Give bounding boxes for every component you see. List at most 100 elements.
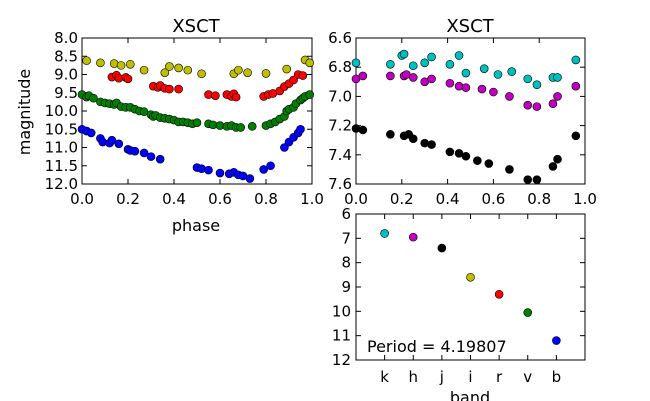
data-point [386,71,395,81]
data-point [461,68,471,78]
data-point [215,168,225,178]
data-point [445,59,455,69]
x-tick-label: v [523,368,532,386]
y-tick-label: 8.5 [54,47,78,65]
data-point [479,64,489,73]
data-point [408,73,418,82]
x-tick-label: 0.2 [390,190,414,208]
data-point [139,65,149,75]
data-point [358,125,368,135]
x-tick-label: 0.0 [70,190,94,208]
x-tick-label: 0.8 [527,190,551,208]
data-point [461,151,471,161]
data-point [139,148,149,158]
x-tick-label: k [380,368,389,386]
y-tick-label: 9 [341,278,351,296]
x-tick-label: 0.2 [116,190,140,208]
data-point [130,146,140,156]
y-tick-label: 7.2 [328,117,352,135]
data-point [454,51,464,60]
x-tick-label: 0.8 [254,190,278,208]
data-point [234,65,243,75]
panel-light-curve-infrared: XSCT 6.6 6.8 7.0 7.2 7.4 7.6 0.0 0.2 0.4 0.6 0.8 1… [328,16,597,208]
x-tick-label: 0.6 [208,190,232,208]
band-point [408,232,418,242]
data-point [247,122,257,131]
data-point [146,152,156,161]
y-tick-label: 9.5 [54,84,78,102]
data-point [116,61,126,70]
data-point [236,123,245,132]
y-tick-label: 9.0 [54,66,78,84]
data-point [211,91,220,100]
data-point [197,69,206,79]
data-point [165,62,174,71]
data-point [197,164,206,173]
y-tick-label: 11.0 [45,139,78,157]
x-tick-label: j [439,368,444,386]
y-tick-label: 8.0 [54,29,78,47]
data-point [523,175,533,184]
panel2-frame [355,37,586,185]
panel-light-curve-optical: XSCT 8.08.59.09.510.010.511.011.512.0 0.… [15,16,324,235]
data-point [532,80,542,90]
data-point [445,78,455,88]
data-point [107,135,117,145]
data-point [427,52,436,62]
data-point [231,92,241,102]
y-tick-label: 10 [332,302,351,320]
data-point [183,65,193,75]
data-point [89,93,98,103]
data-point [571,131,581,141]
x-tick-label: r [496,368,503,386]
data-point [261,69,271,78]
y-tick-label: 7.6 [328,175,352,193]
x-tick-label: 0.4 [436,190,460,208]
data-point [280,143,289,152]
data-point [399,49,409,59]
band-point [552,336,561,345]
data-point [86,128,96,138]
x-tick-label: b [552,368,562,386]
panel2-title: XSCT [446,16,494,37]
data-point [386,130,395,139]
y-tick-label: 12.0 [45,175,78,193]
band-point [523,308,533,317]
data-point [123,74,133,84]
data-point [493,70,503,79]
data-point [245,174,255,183]
data-point [461,83,471,92]
data-point [532,175,542,184]
data-point [174,63,183,73]
data-point [160,68,170,77]
y-tick-label: 8 [341,254,351,272]
data-point [427,140,436,149]
x-tick-label: 0.4 [162,190,186,208]
data-point [523,100,533,110]
band-point [437,243,447,253]
data-point [296,124,305,134]
y-tick-label: 6 [341,205,351,223]
data-point [408,61,418,71]
panel1-ylabel: magnitude [15,69,34,156]
y-tick-label: 12 [332,351,351,369]
y-tick-label: 7 [341,229,351,247]
data-point [204,165,213,175]
x-tick-label: i [468,368,472,386]
data-point [427,74,436,84]
data-point [523,74,533,84]
x-tick-label: 0.6 [481,190,505,208]
data-point [489,87,498,97]
x-tick-label: h [408,368,418,386]
data-point [243,68,252,77]
data-point [165,84,174,94]
data-point [505,92,514,101]
data-point [259,165,269,174]
data-point [192,118,202,127]
period-annotation: Period = 4.19807 [367,337,507,356]
y-tick-label: 10.0 [45,102,78,120]
y-tick-label: 7.0 [328,87,352,105]
x-tick-label: 1.0 [300,190,324,208]
y-tick-label: 10.5 [45,120,78,138]
